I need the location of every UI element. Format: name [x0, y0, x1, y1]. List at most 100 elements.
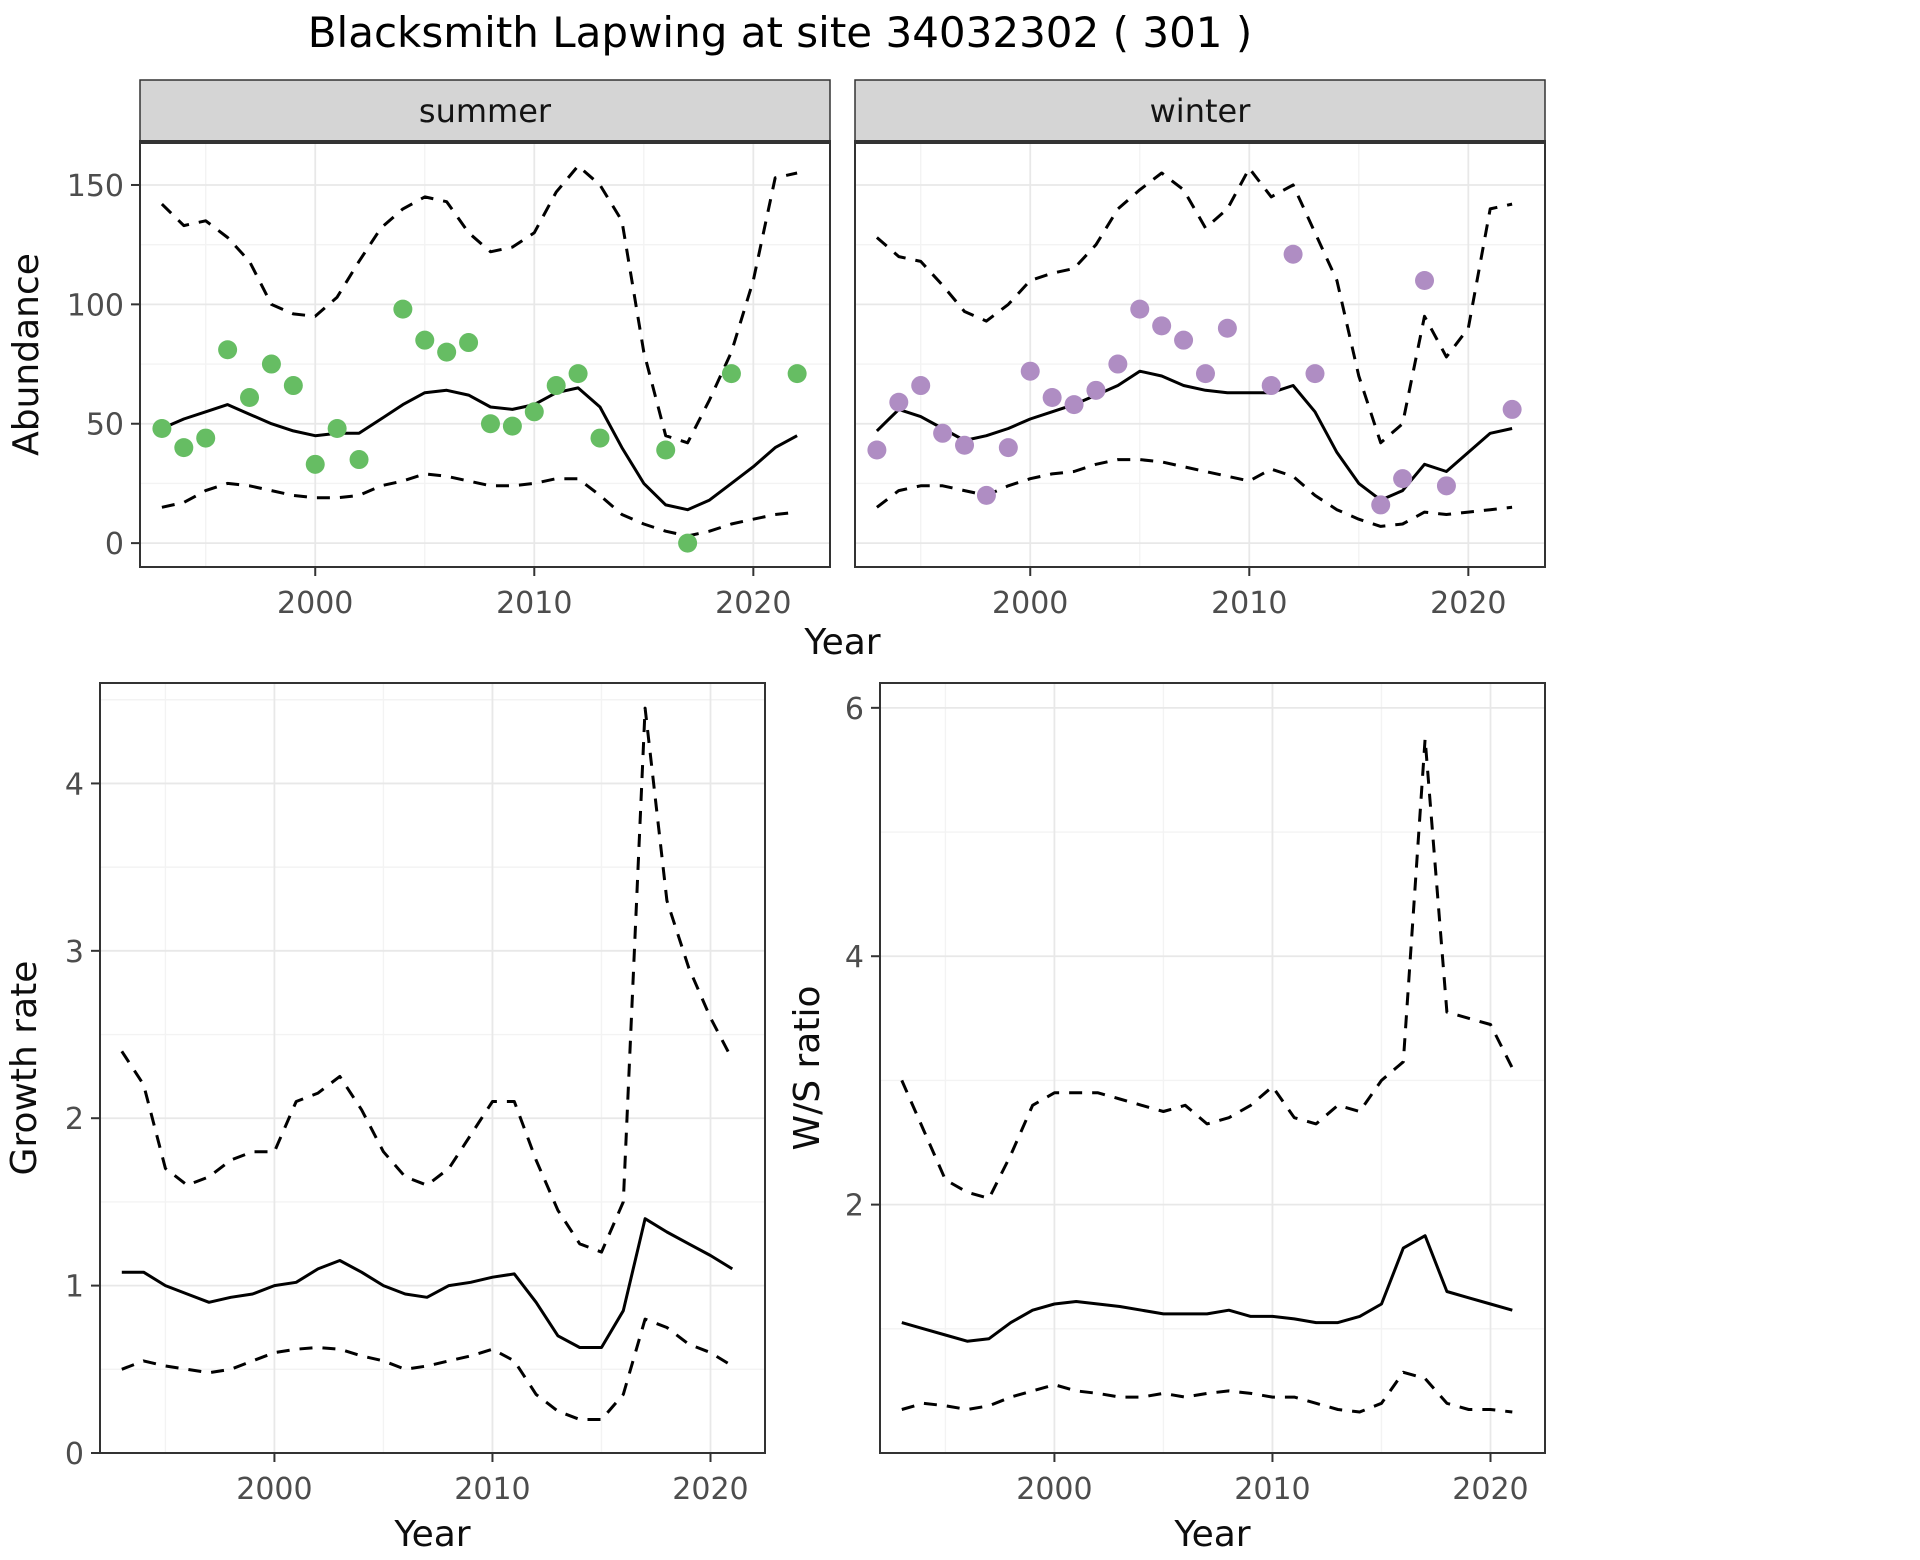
- data-point: [349, 450, 369, 470]
- winter-lower-ci-line: [875, 458, 1513, 528]
- ws-ratio-panel: 2000 2010 2020 2 4 6: [845, 682, 1546, 1507]
- winter-points: [867, 244, 1522, 515]
- x-tick-label: 2010: [454, 1472, 530, 1507]
- data-point: [721, 364, 741, 384]
- winter-panel: winter 2000 2010 2020: [854, 79, 1546, 621]
- data-point: [437, 342, 457, 362]
- data-point: [1130, 299, 1150, 319]
- x-tick-label: 2000: [1016, 1472, 1092, 1507]
- data-point: [524, 402, 544, 422]
- y-tick-label: 100: [67, 288, 124, 323]
- summer-panel: summer 2000 2010 2020 0 50 100 150: [67, 79, 831, 621]
- data-point: [1174, 330, 1194, 350]
- y-tick-label: 2: [845, 1189, 864, 1224]
- growth-rate-panel: 2000 2010 2020 0 1 2 3 4: [65, 682, 766, 1507]
- y-tick-label: 4: [845, 940, 864, 975]
- data-point: [546, 376, 566, 396]
- y-tick-label: 1: [65, 1270, 84, 1305]
- data-point: [1502, 399, 1522, 419]
- data-point: [305, 454, 325, 474]
- data-point: [1371, 495, 1391, 515]
- x-tick-label: 2010: [496, 586, 572, 621]
- data-point: [911, 376, 931, 396]
- data-point: [459, 333, 479, 353]
- ws-upper-ci-line: [900, 737, 1514, 1200]
- data-point: [393, 299, 413, 319]
- x-tick-label: 2020: [672, 1472, 748, 1507]
- data-point: [1064, 395, 1084, 415]
- y-tick-label: 6: [845, 692, 864, 727]
- data-point: [415, 330, 435, 350]
- data-point: [174, 438, 194, 458]
- summer-fit-line: [161, 386, 798, 512]
- y-tick-label: 0: [65, 1437, 84, 1472]
- data-point: [196, 428, 216, 448]
- data-point: [502, 416, 522, 436]
- data-point: [261, 354, 281, 374]
- data-point: [1042, 387, 1062, 407]
- data-point: [1393, 469, 1413, 489]
- abundance-x-axis-title: Year: [803, 622, 880, 662]
- x-tick-label: 2020: [1452, 1472, 1528, 1507]
- summer-upper-ci-line: [160, 164, 798, 445]
- growth-rate-chart: 2000 2010 2020 0 1 2 3 4 Growth rate Year: [4, 682, 766, 1555]
- data-point: [1217, 318, 1237, 338]
- data-point: [787, 364, 807, 384]
- facet-strip-summer: [139, 79, 831, 143]
- x-tick-label: 2010: [1211, 586, 1287, 621]
- x-tick-label: 2020: [715, 586, 791, 621]
- data-point: [656, 440, 676, 460]
- data-point: [1261, 376, 1281, 396]
- data-point: [933, 423, 953, 443]
- growth-upper-ci-line: [120, 706, 734, 1254]
- growth-fit-line: [121, 1217, 734, 1349]
- x-tick-label: 2010: [1234, 1472, 1310, 1507]
- data-point: [678, 533, 698, 553]
- data-point: [1152, 316, 1172, 336]
- ws-lower-ci-line: [901, 1370, 1513, 1414]
- data-point: [1020, 361, 1040, 381]
- data-point: [1195, 364, 1215, 384]
- y-tick-label: 2: [65, 1102, 84, 1137]
- data-point: [218, 340, 238, 360]
- data-point: [976, 485, 996, 505]
- data-point: [1436, 476, 1456, 496]
- ws-x-axis-title: Year: [1173, 1514, 1250, 1555]
- x-tick-label: 2000: [277, 586, 353, 621]
- abundance-facet-chart: summer 2000 2010 2020 0 50 100 150 winter 2000 201…: [6, 79, 1546, 662]
- growth-lower-ci-line: [121, 1317, 734, 1421]
- y-tick-label: 3: [65, 935, 84, 970]
- facet-strip-winter: [854, 79, 1546, 143]
- ws-fit-line: [901, 1234, 1513, 1343]
- data-point: [1283, 244, 1303, 264]
- ws-y-axis-title: W/S ratio: [787, 985, 828, 1150]
- data-point: [998, 438, 1018, 458]
- winter-upper-ci-line: [875, 166, 1513, 445]
- data-point: [327, 419, 347, 439]
- data-point: [867, 440, 887, 460]
- facet-strip-label: summer: [419, 92, 552, 130]
- data-point: [240, 387, 260, 407]
- x-tick-label: 2020: [1430, 586, 1506, 621]
- data-point: [480, 414, 500, 434]
- data-point: [1086, 380, 1106, 400]
- data-point: [568, 364, 588, 384]
- data-point: [1415, 270, 1435, 290]
- abundance-y-axis-title: Abundance: [6, 253, 47, 456]
- data-point: [590, 428, 610, 448]
- chart-title: Blacksmith Lapwing at site 34032302 ( 30…: [307, 8, 1253, 57]
- x-tick-label: 2000: [992, 586, 1068, 621]
- data-point: [1108, 354, 1128, 374]
- ws-ratio-chart: 2000 2010 2020 2 4 6 W/S ratio Year: [787, 682, 1546, 1555]
- data-point: [1305, 364, 1325, 384]
- growth-x-axis-title: Year: [393, 1514, 470, 1555]
- facet-strip-label: winter: [1150, 92, 1252, 130]
- x-tick-label: 2000: [236, 1472, 312, 1507]
- y-tick-label: 4: [65, 767, 84, 802]
- data-point: [955, 435, 975, 455]
- data-point: [152, 419, 172, 439]
- data-point: [283, 376, 303, 396]
- y-tick-label: 0: [105, 527, 124, 562]
- growth-y-axis-title: Growth rate: [4, 961, 45, 1176]
